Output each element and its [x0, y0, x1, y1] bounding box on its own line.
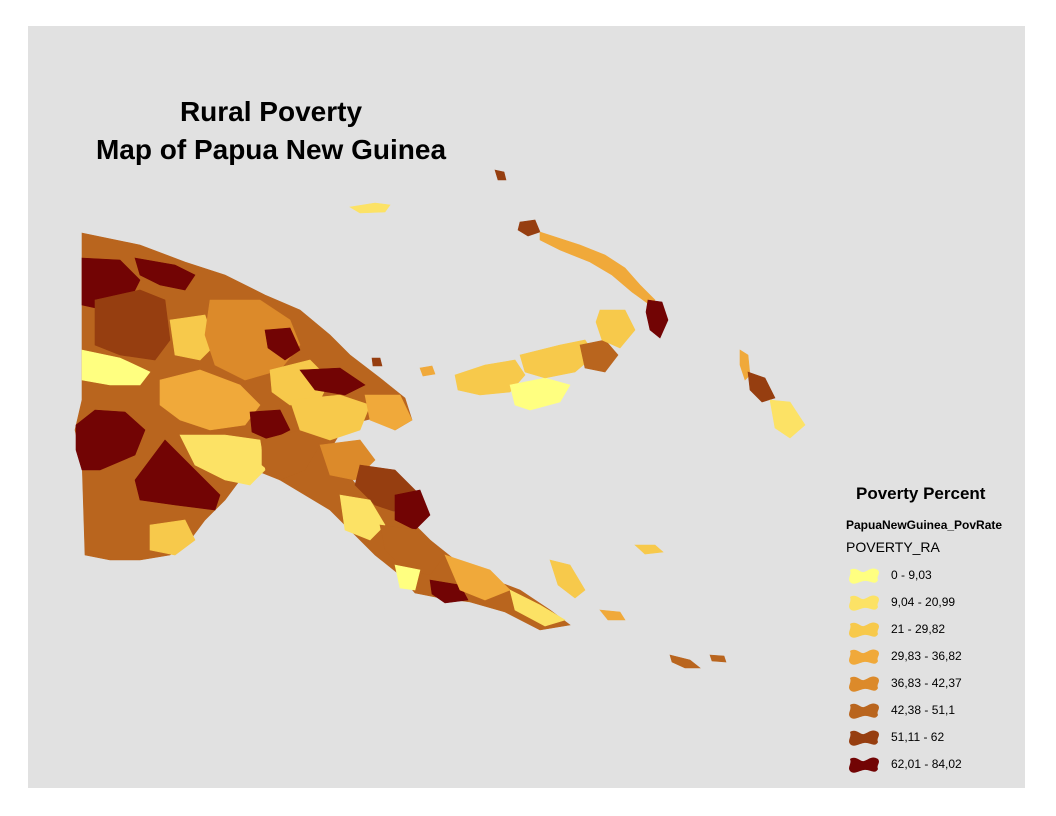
legend-swatch-6 — [849, 730, 879, 746]
region-trobriand[interactable] — [634, 544, 664, 555]
region-louisiade[interactable] — [669, 654, 701, 669]
map-title-line-1: Rural Poverty — [179, 96, 363, 127]
region-new-hanover[interactable] — [517, 219, 541, 237]
legend-swatch-0 — [849, 568, 879, 584]
region-highlands-north[interactable] — [264, 327, 301, 361]
legend-swatch-1 — [849, 595, 879, 611]
legend-item: 21 - 29,82 — [848, 621, 1028, 639]
region-new-ireland[interactable] — [539, 231, 656, 306]
legend-label-5: 42,38 - 51,1 — [891, 703, 956, 717]
legend-field-name: POVERTY_RA — [846, 539, 940, 555]
region-central-west[interactable] — [339, 494, 386, 541]
region-milne-bay-tip[interactable] — [509, 589, 566, 627]
legend-label-1: 9,04 - 20,99 — [891, 595, 956, 609]
legend-swatch-4 — [849, 676, 879, 692]
region-new-ireland-south[interactable] — [645, 299, 669, 339]
legend-label-4: 36,83 - 42,37 — [891, 676, 962, 690]
region-milne-bay-west[interactable] — [444, 554, 511, 601]
region-morobe-west[interactable] — [289, 394, 371, 441]
region-manus[interactable] — [349, 202, 391, 214]
legend-layer-name: PapuaNewGuinea_PovRate — [846, 518, 1003, 532]
legend-heading: Poverty Percent — [856, 484, 986, 503]
map-frame[interactable]: Rural Poverty Map of Papua New Guinea — [28, 26, 1025, 788]
region-new-britain-south[interactable] — [509, 377, 571, 411]
region-west-central[interactable] — [94, 289, 171, 361]
region-morobe-coast[interactable] — [364, 394, 413, 431]
map-title-line-2: Map of Papua New Guinea — [95, 134, 447, 165]
region-gulf-west[interactable] — [179, 434, 266, 486]
region-bougainville-north[interactable] — [739, 349, 751, 381]
legend-swatch-2 — [849, 622, 879, 638]
legend-item: 62,01 - 84,02 — [848, 756, 1028, 774]
legend-item: 0 - 9,03 — [848, 567, 1028, 585]
region-central-mid[interactable] — [379, 524, 446, 576]
region-woodlark[interactable] — [599, 609, 626, 621]
region-highlands-west[interactable] — [169, 314, 216, 361]
region-dentrecasteaux[interactable] — [549, 559, 586, 599]
region-port-moresby[interactable] — [394, 564, 421, 591]
legend-item: 42,38 - 51,1 — [848, 702, 1028, 720]
map-canvas[interactable] — [28, 26, 1025, 788]
region-bougainville-south[interactable] — [769, 399, 806, 439]
legend-label-7: 62,01 - 84,02 — [891, 757, 962, 771]
region-mussau[interactable] — [494, 169, 507, 181]
region-rossel[interactable] — [709, 654, 727, 663]
region-sandaun-north[interactable] — [134, 257, 196, 291]
region-western-south[interactable] — [149, 519, 196, 556]
legend-item: 29,83 - 36,82 — [848, 648, 1028, 666]
legend-item: 36,83 - 42,37 — [848, 675, 1028, 693]
legend-swatch-5 — [849, 703, 879, 719]
region-new-britain-east[interactable] — [579, 339, 619, 373]
legend-item: 9,04 - 20,99 — [848, 594, 1028, 612]
mainland-regions — [74, 232, 571, 631]
legend-swatch-7 — [849, 757, 879, 773]
legend-label-2: 21 - 29,82 — [891, 622, 946, 636]
legend-label-0: 0 - 9,03 — [891, 568, 932, 582]
region-fly-west[interactable] — [75, 409, 146, 471]
island-regions — [349, 169, 806, 669]
region-fly-north[interactable] — [81, 349, 151, 386]
region-highlands-south[interactable] — [159, 369, 261, 431]
region-madang-coast[interactable] — [299, 367, 366, 396]
region-fly-delta[interactable] — [134, 439, 221, 511]
region-oro-coast[interactable] — [394, 489, 431, 531]
region-bougainville-central[interactable] — [747, 371, 776, 403]
region-karkar[interactable] — [371, 357, 383, 367]
legend-label-3: 29,83 - 36,82 — [891, 649, 962, 663]
region-gazelle[interactable] — [595, 309, 636, 349]
legend-label-6: 51,11 - 62 — [891, 730, 945, 744]
region-umboi[interactable] — [419, 365, 436, 377]
legend-item: 51,11 - 62 — [848, 729, 1028, 747]
legend-swatch-3 — [849, 649, 879, 665]
